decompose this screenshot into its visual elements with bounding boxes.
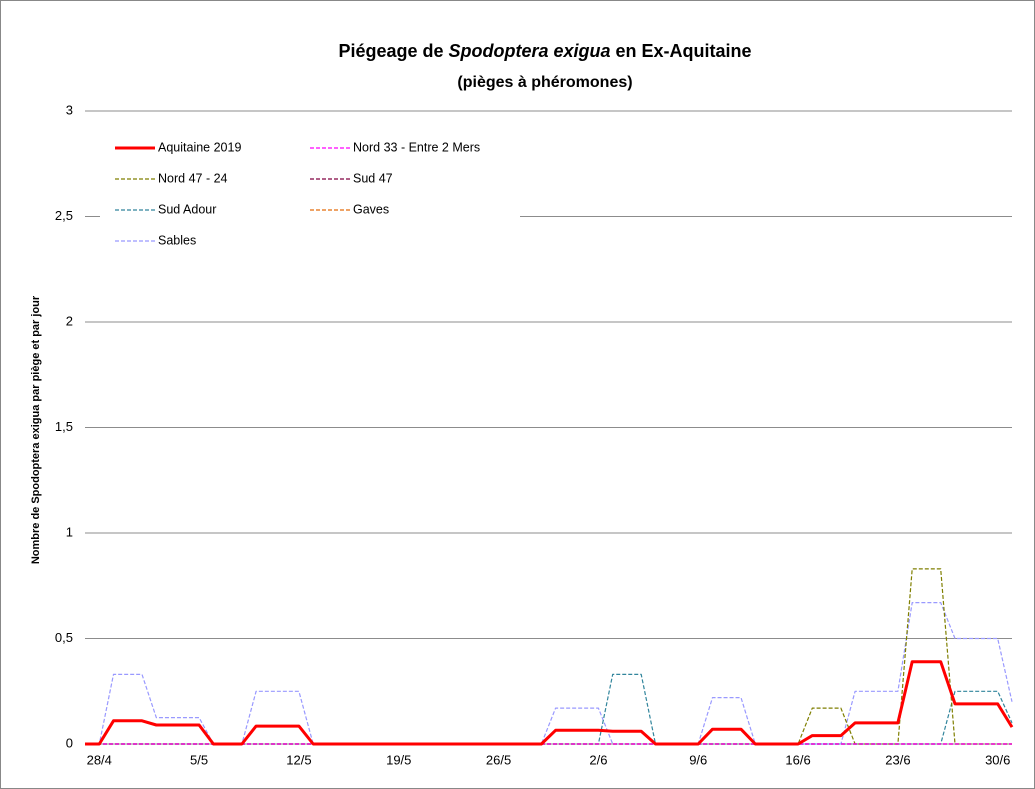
x-tick-label: 28/4 — [87, 752, 112, 767]
x-tick-label: 23/6 — [885, 752, 910, 767]
y-tick-label: 0,5 — [55, 630, 73, 645]
chart-title: Piégeage de Spodoptera exigua en Ex-Aqui… — [338, 41, 751, 61]
x-tick-label: 2/6 — [589, 752, 607, 767]
y-tick-label: 0 — [66, 735, 73, 750]
x-tick-label: 26/5 — [486, 752, 511, 767]
x-tick-label: 30/6 — [985, 752, 1010, 767]
legend-background — [100, 130, 520, 255]
title-part: Piégeage de — [338, 41, 448, 61]
x-tick-label: 12/5 — [286, 752, 311, 767]
y-axis-label: Nombre de Spodoptera exigua par piège et… — [30, 295, 42, 564]
legend-label: Nord 33 - Entre 2 Mers — [353, 140, 480, 154]
title-part: Spodoptera exigua — [449, 41, 611, 61]
y-tick-label: 3 — [66, 102, 73, 117]
legend-label: Sud 47 — [353, 171, 393, 185]
title-part: en Ex-Aquitaine — [611, 41, 752, 61]
legend-label: Gaves — [353, 202, 389, 216]
x-tick-label: 16/6 — [785, 752, 810, 767]
legend-label: Aquitaine 2019 — [158, 140, 241, 154]
y-tick-label: 2,5 — [55, 208, 73, 223]
y-tick-label: 1,5 — [55, 419, 73, 434]
x-tick-label: 19/5 — [386, 752, 411, 767]
y-tick-label: 2 — [66, 313, 73, 328]
x-tick-label: 5/5 — [190, 752, 208, 767]
legend-label: Sables — [158, 233, 196, 247]
y-tick-label: 1 — [66, 524, 73, 539]
series-line — [85, 660, 1014, 746]
chart-subtitle: (pièges à phéromones) — [457, 74, 632, 91]
legend-label: Nord 47 - 24 — [158, 171, 228, 185]
legend-label: Sud Adour — [158, 202, 216, 216]
x-tick-label: 9/6 — [689, 752, 707, 767]
